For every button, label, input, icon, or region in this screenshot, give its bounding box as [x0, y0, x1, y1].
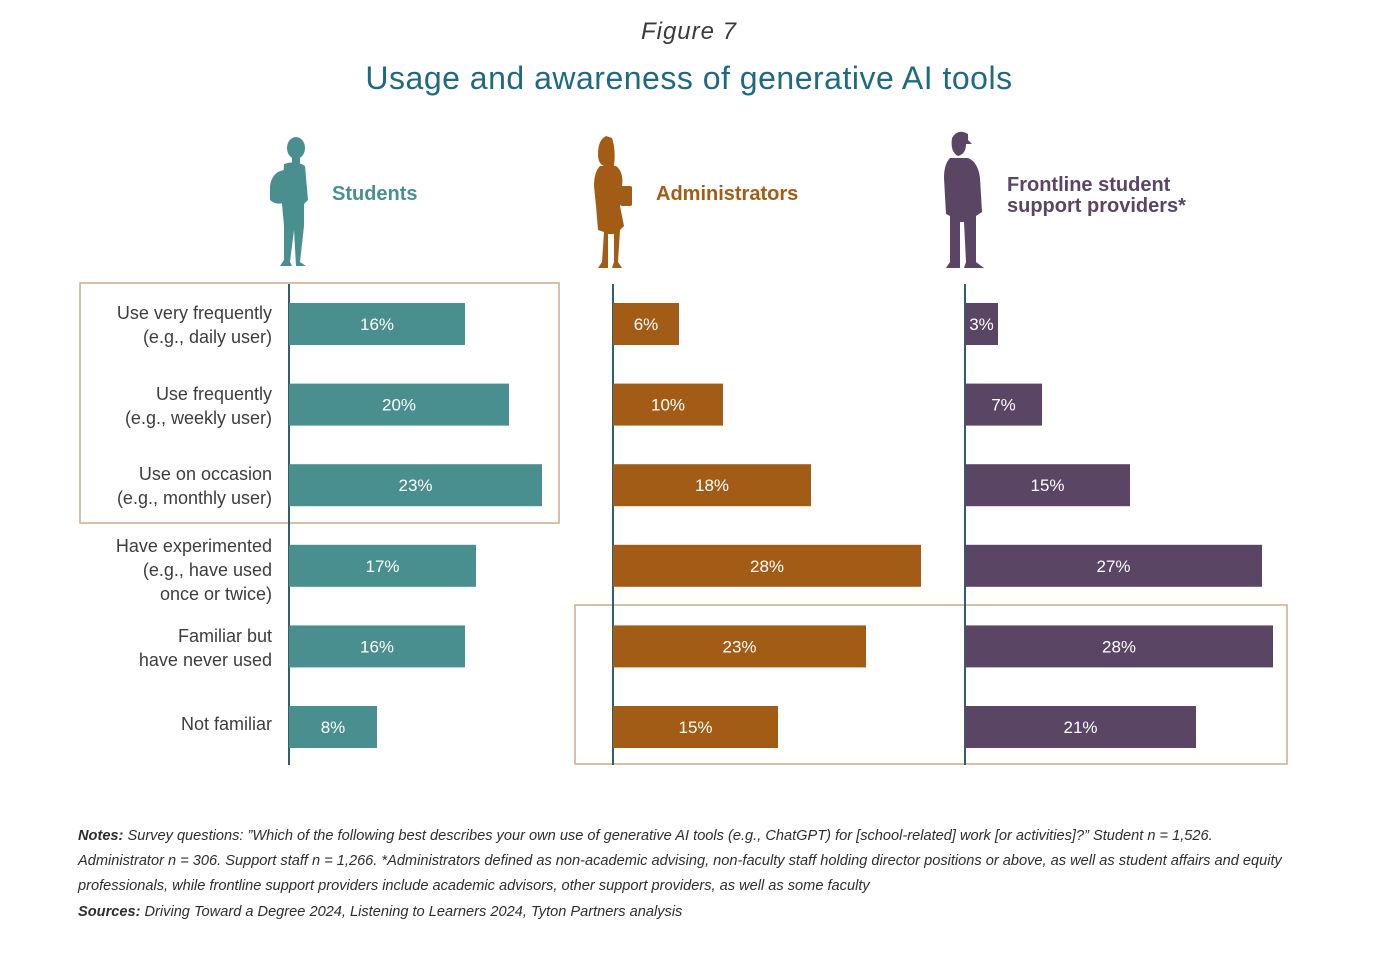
category-label: Not familiar: [32, 712, 272, 736]
bar: [965, 303, 998, 345]
bar: [289, 625, 465, 668]
sources-label: Sources:: [78, 904, 141, 920]
category-label-line: have never used: [138, 650, 272, 670]
category-label-line: (e.g., monthly user): [116, 488, 272, 508]
bar: [289, 383, 509, 426]
bar: [965, 625, 1273, 668]
bar-value-label: 16%: [360, 315, 394, 334]
category-label-line: once or twice): [159, 584, 272, 604]
bar-value-label: 28%: [750, 557, 784, 576]
category-label-line: Use on occasion: [138, 464, 272, 484]
bar-value-label: 18%: [695, 476, 729, 495]
chart-title: Usage and awareness of generative AI too…: [365, 60, 1013, 96]
bar-value-label: 17%: [365, 557, 399, 576]
bar: [965, 706, 1196, 748]
bar-value-label: 3%: [969, 315, 994, 334]
group-title-students: Students: [332, 184, 418, 205]
bar-value-label: 21%: [1063, 718, 1097, 737]
bar: [613, 544, 921, 587]
notes-label: Notes:: [78, 828, 124, 844]
highlight-box-students: [79, 282, 560, 524]
bar: [289, 464, 542, 507]
sources-text: Driving Toward a Degree 2024, Listening …: [144, 904, 683, 920]
category-label-line: Use very frequently: [116, 303, 272, 323]
bar-value-label: 27%: [1096, 557, 1130, 576]
bar: [965, 544, 1262, 587]
bar: [613, 383, 723, 426]
group-title-line: Students: [332, 183, 418, 205]
category-label: Use on occasion (e.g., monthly user): [32, 462, 272, 510]
category-label: Use frequently (e.g., weekly user): [32, 382, 272, 430]
category-label-line: Not familiar: [180, 714, 272, 734]
man-with-cap-silhouette-icon: [944, 131, 984, 268]
category-label-line: Use frequently: [155, 384, 272, 404]
group-title-line: Frontline student: [1007, 174, 1171, 196]
bar-value-label: 16%: [360, 637, 394, 656]
category-label-line: Have experimented: [115, 536, 272, 556]
highlight-box-staff: [574, 604, 1288, 765]
bar: [965, 383, 1042, 426]
category-label-line: (e.g., daily user): [142, 327, 272, 347]
bar: [965, 464, 1130, 507]
bar-value-label: 6%: [634, 315, 659, 334]
bar: [613, 706, 778, 748]
woman-with-handbag-silhouette-icon: [594, 136, 632, 268]
bar-value-label: 20%: [382, 396, 416, 415]
bar: [613, 464, 811, 507]
bar: [613, 303, 679, 345]
bar: [289, 303, 465, 345]
group-title-line: support providers*: [1007, 195, 1186, 217]
notes-text: Survey questions: ”Which of the followin…: [78, 828, 1282, 894]
category-label-line: (e.g., have used: [142, 560, 272, 580]
bar: [613, 625, 866, 668]
bar-value-label: 15%: [1030, 476, 1064, 495]
category-label: Use very frequently (e.g., daily user): [32, 301, 272, 349]
category-label-line: Familiar but: [177, 626, 272, 646]
bar-value-label: 28%: [1102, 637, 1136, 656]
category-label-line: (e.g., weekly user): [124, 408, 272, 428]
notes: Notes: Survey questions: ”Which of the f…: [78, 824, 1300, 899]
group-title-frontline: Frontline student support providers*: [1007, 175, 1186, 217]
group-title-line: Administrators: [656, 183, 799, 205]
bar-value-label: 15%: [678, 718, 712, 737]
bar-value-label: 23%: [398, 476, 432, 495]
sources: Sources: Driving Toward a Degree 2024, L…: [78, 904, 682, 920]
figure-label: Figure 7: [640, 18, 738, 45]
student-with-backpack-silhouette-icon: [270, 137, 308, 266]
category-label: Have experimented (e.g., have used once …: [32, 534, 272, 606]
group-title-administrators: Administrators: [656, 184, 798, 205]
bar-value-label: 10%: [651, 396, 685, 415]
bar: [289, 706, 377, 748]
bar-value-label: 7%: [991, 396, 1016, 415]
bar-value-label: 8%: [321, 718, 346, 737]
bar-value-label: 23%: [722, 637, 756, 656]
category-label: Familiar but have never used: [32, 624, 272, 672]
bar: [289, 544, 476, 587]
